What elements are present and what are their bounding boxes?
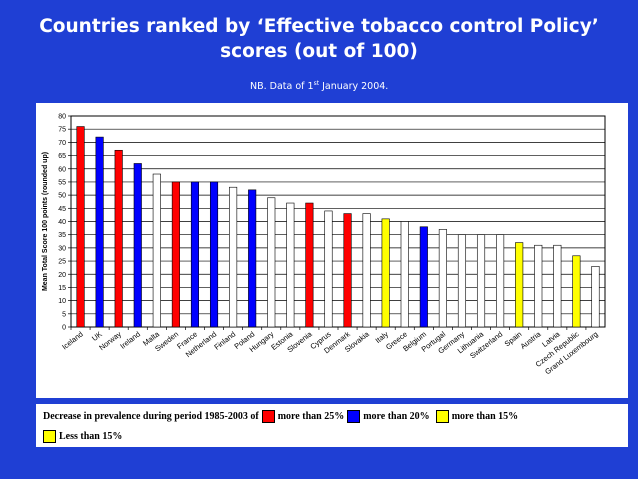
title-line-2: scores (out of 100) <box>220 41 418 62</box>
bar-latvia <box>553 244 562 328</box>
bar-lithuania <box>476 234 486 328</box>
y-tick-label: 65 <box>58 153 66 160</box>
legend-swatch-white <box>43 430 56 443</box>
y-tick-label: 70 <box>58 140 66 147</box>
y-tick-label: 60 <box>58 166 66 173</box>
y-axis-title: Mean Total Score 100 points (rounded up) <box>42 152 49 291</box>
bar-malta <box>152 173 161 328</box>
x-tick-label: Iceland <box>60 329 85 351</box>
chart-subtitle: NB. Data of 1st January 2004. <box>250 80 388 92</box>
bar-czech-republic <box>572 255 581 328</box>
bar-france <box>190 181 200 328</box>
bar-grand-luxembourg <box>591 266 600 328</box>
chart-panel: 0 5 10 15 20 25 30 35 40 45 50 55 60 65 70 75 80 Iceland U… <box>36 103 628 398</box>
title-line-1: Countries ranked by ‘Effective tobacco c… <box>39 16 599 37</box>
legend-swatch-red <box>261 410 275 423</box>
y-tick-label: 35 <box>58 232 66 239</box>
bar-italy <box>381 218 390 328</box>
y-tick-label: 25 <box>58 259 66 266</box>
bar-iceland <box>76 126 85 328</box>
y-tick-label: 10 <box>58 298 66 305</box>
bar-norway <box>114 149 123 328</box>
bar-cyprus <box>324 210 333 328</box>
x-tick-label: Ireland <box>118 329 142 350</box>
y-tick-label: 20 <box>58 272 66 279</box>
legend-swatch-yellow <box>435 410 449 423</box>
y-tick-label: 50 <box>58 193 66 200</box>
legend-row-2: Less than 15% <box>40 430 122 443</box>
bar-slovakia <box>362 213 371 328</box>
bar-germany <box>457 234 467 328</box>
bar-sweden <box>171 181 180 328</box>
legend-label-yellow: more than 15% <box>451 411 519 422</box>
bar-slovenia <box>305 202 314 328</box>
y-tick-label: 75 <box>58 127 66 134</box>
y-tick-label: 0 <box>62 325 66 332</box>
bar-hungary <box>267 197 276 328</box>
legend-intro: Decrease in prevalence during period 198… <box>43 411 259 422</box>
legend-label-red: more than 25% <box>277 411 345 422</box>
subtitle-prefix: NB. Data of 1 <box>250 81 314 93</box>
y-tick-label: 45 <box>58 206 66 213</box>
y-tick-label: 30 <box>58 245 66 252</box>
bar-switzerland <box>496 234 505 328</box>
y-tick-label: 15 <box>58 285 66 292</box>
subtitle-suffix: January 2004. <box>319 81 389 93</box>
bar-poland <box>248 189 257 328</box>
legend-panel: Decrease in prevalence during period 198… <box>36 404 628 447</box>
bar-belgium <box>419 226 428 328</box>
legend-row-1: Decrease in prevalence during period 198… <box>43 410 518 423</box>
legend-label-white: Less than 15% <box>59 431 123 442</box>
y-tick-label: 55 <box>58 179 66 186</box>
bar-portugal <box>438 229 447 328</box>
x-tick-label: Finland <box>212 329 237 351</box>
bar-uk <box>95 136 104 328</box>
bar-ireland <box>133 163 142 328</box>
chart-title: Countries ranked by ‘Effective tobacco c… <box>0 14 638 64</box>
x-tick-label: Austria <box>519 329 544 351</box>
subtitle-sup: st <box>313 80 320 87</box>
bar-finland <box>229 186 238 328</box>
bar-greece <box>400 221 409 328</box>
y-tick-label: 80 <box>58 114 66 121</box>
bar-spain <box>515 242 524 328</box>
legend-label-blue: more than 20% <box>363 411 430 422</box>
bar-denmark <box>343 213 352 328</box>
x-tick-label: Norway <box>97 329 123 352</box>
legend-swatch-blue <box>347 410 361 423</box>
bar-estonia <box>286 202 295 328</box>
y-tick-label: 5 <box>62 311 66 318</box>
bar-netherland <box>209 181 219 328</box>
y-tick-label: 40 <box>58 219 66 226</box>
bar-austria <box>534 244 543 328</box>
